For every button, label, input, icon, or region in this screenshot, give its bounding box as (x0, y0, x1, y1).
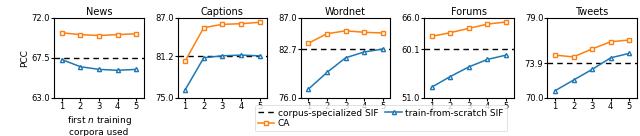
Y-axis label: PCC: PCC (20, 49, 29, 67)
Title: Wordnet: Wordnet (325, 7, 366, 17)
Title: Forums: Forums (451, 7, 487, 17)
Title: Captions: Captions (201, 7, 244, 17)
Title: Tweets: Tweets (575, 7, 609, 17)
X-axis label: first $n$ training
corpora used: first $n$ training corpora used (67, 114, 132, 136)
Legend: corpus-specialized SIF, CA, train-from-scratch SIF: corpus-specialized SIF, CA, train-from-s… (255, 105, 507, 132)
Title: News: News (86, 7, 112, 17)
